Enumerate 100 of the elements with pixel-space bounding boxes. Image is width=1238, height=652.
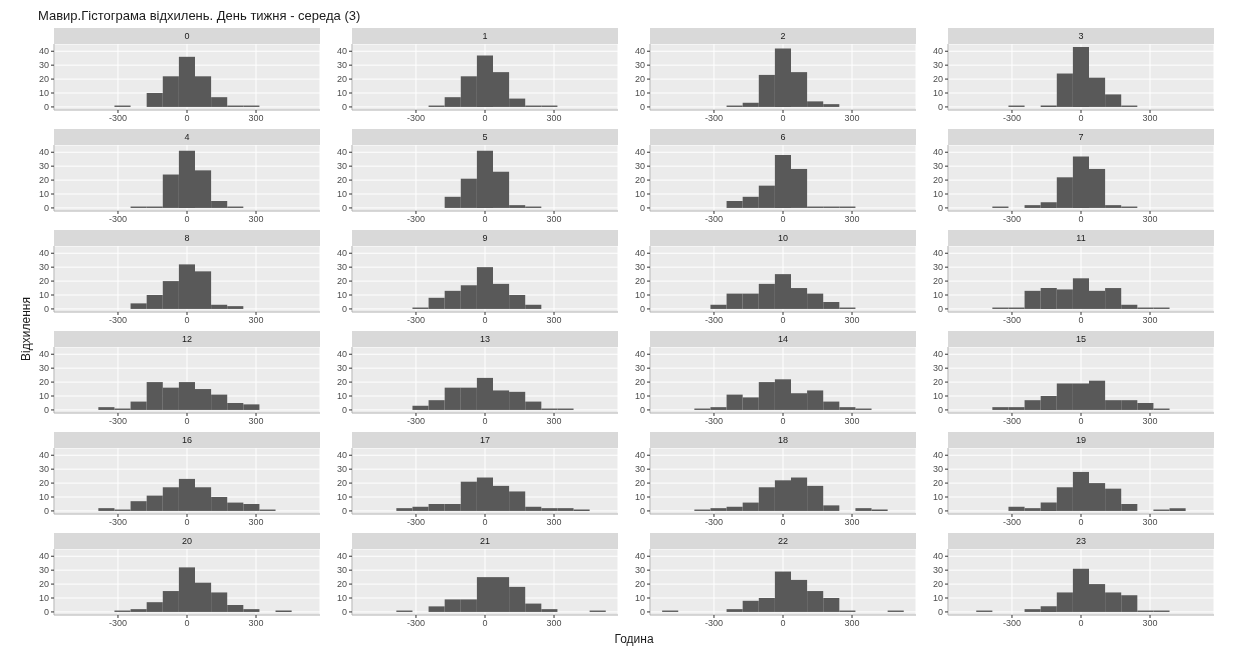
y-tick-label: 0 <box>341 607 347 618</box>
y-tick-label: 10 <box>38 88 49 99</box>
x-tick-label: -300 <box>1002 416 1021 427</box>
chart-title: 12 <box>54 331 320 347</box>
y-tick-label: 20 <box>336 579 347 590</box>
x-tick-label: 300 <box>546 618 562 629</box>
y-tick-label: 20 <box>932 478 943 489</box>
x-tick-label: 0 <box>1078 113 1084 124</box>
y-tick-label: 20 <box>634 377 645 388</box>
y-tick-label: 0 <box>937 304 943 315</box>
y-tick-label: 40 <box>634 147 645 158</box>
y-tick-label: 40 <box>336 450 347 461</box>
y-tick-label: 20 <box>634 579 645 590</box>
x-tick-label: 0 <box>184 113 190 124</box>
x-tick-label: 0 <box>1078 618 1084 629</box>
y-tick-label: 0 <box>341 203 347 214</box>
x-tick-label: 300 <box>1142 315 1158 326</box>
y-tick-label: 40 <box>932 450 943 461</box>
x-tick-label: 0 <box>780 113 786 124</box>
y-tick-label: 10 <box>932 189 943 200</box>
x-tick-label: 300 <box>546 517 562 528</box>
x-tick-label: 0 <box>482 416 488 427</box>
text: Мавир.Гістограма відхилень. День тижня - середа (3) <box>38 8 362 25</box>
y-tick-label: 0 <box>43 607 49 618</box>
y-tick-label: 0 <box>43 405 49 416</box>
chart-title: 9 <box>352 230 618 246</box>
y-tick-label: 10 <box>38 290 49 301</box>
x-tick-label: 0 <box>780 618 786 629</box>
y-tick-label: 40 <box>38 46 49 57</box>
x-tick-label: 0 <box>1078 416 1084 427</box>
y-tick-label: 0 <box>937 506 943 517</box>
y-tick-label: 30 <box>38 565 49 576</box>
y-tick-label: 20 <box>336 276 347 287</box>
x-tick-label: 0 <box>184 214 190 225</box>
y-tick-label: 10 <box>932 88 943 99</box>
y-tick-label: 10 <box>336 88 347 99</box>
y-tick-label: 30 <box>336 161 347 172</box>
y-tick-label: 0 <box>639 203 645 214</box>
x-tick-label: 300 <box>546 315 562 326</box>
x-tick-label: 0 <box>1078 517 1084 528</box>
y-tick-label: 20 <box>38 74 49 85</box>
chart-title: 21 <box>352 533 618 549</box>
y-tick-label: 10 <box>634 492 645 503</box>
y-tick-label: 0 <box>937 203 943 214</box>
chart-title: 5 <box>352 129 618 145</box>
x-tick-label: 300 <box>1142 416 1158 427</box>
x-axis-title: Година <box>613 632 655 646</box>
x-tick-label: -300 <box>108 618 127 629</box>
y-tick-label: 10 <box>932 492 943 503</box>
y-tick-label: 0 <box>341 405 347 416</box>
y-tick-label: 30 <box>336 60 347 71</box>
x-tick-label: 300 <box>248 214 264 225</box>
x-tick-label: 300 <box>1142 517 1158 528</box>
y-tick-label: 20 <box>932 74 943 85</box>
y-tick-label: 0 <box>937 607 943 618</box>
x-tick-label: -300 <box>1002 517 1021 528</box>
chart-title: 2 <box>650 28 916 44</box>
y-tick-label: 10 <box>38 593 49 604</box>
y-tick-label: 20 <box>932 175 943 186</box>
y-tick-label: 40 <box>38 551 49 562</box>
y-tick-label: 40 <box>932 349 943 360</box>
chart-title: 14 <box>650 331 916 347</box>
y-tick-label: 0 <box>639 607 645 618</box>
y-tick-label: 20 <box>634 74 645 85</box>
chart-title: 11 <box>948 230 1214 246</box>
x-tick-label: 300 <box>1142 113 1158 124</box>
y-tick-label: 0 <box>43 304 49 315</box>
x-tick-label: -300 <box>704 416 723 427</box>
chart-title: 0 <box>54 28 320 44</box>
x-tick-label: 0 <box>780 517 786 528</box>
x-tick-label: -300 <box>108 416 127 427</box>
x-tick-label: -300 <box>1002 113 1021 124</box>
x-tick-label: 300 <box>844 315 860 326</box>
x-tick-label: -300 <box>1002 214 1021 225</box>
chart-title: 15 <box>948 331 1214 347</box>
x-tick-label: 300 <box>844 416 860 427</box>
x-tick-label: -300 <box>406 618 425 629</box>
y-tick-label: 40 <box>336 349 347 360</box>
y-tick-label: 20 <box>38 276 49 287</box>
y-tick-label: 30 <box>336 464 347 475</box>
y-tick-label: 10 <box>634 189 645 200</box>
x-tick-label: -300 <box>1002 618 1021 629</box>
x-tick-label: 0 <box>184 315 190 326</box>
y-tick-label: 40 <box>634 450 645 461</box>
y-tick-label: 10 <box>336 189 347 200</box>
chart-title: 4 <box>54 129 320 145</box>
y-tick-label: 10 <box>336 290 347 301</box>
x-tick-label: -300 <box>108 113 127 124</box>
y-tick-label: 40 <box>932 147 943 158</box>
y-tick-label: 40 <box>634 248 645 259</box>
y-tick-label: 10 <box>932 290 943 301</box>
chart-title: 23 <box>948 533 1214 549</box>
y-tick-label: 40 <box>336 46 347 57</box>
y-tick-label: 40 <box>634 551 645 562</box>
x-tick-label: -300 <box>1002 315 1021 326</box>
x-tick-label: -300 <box>704 315 723 326</box>
y-tick-label: 30 <box>634 60 645 71</box>
x-tick-label: 0 <box>780 214 786 225</box>
y-tick-label: 30 <box>634 565 645 576</box>
y-tick-label: 10 <box>634 593 645 604</box>
